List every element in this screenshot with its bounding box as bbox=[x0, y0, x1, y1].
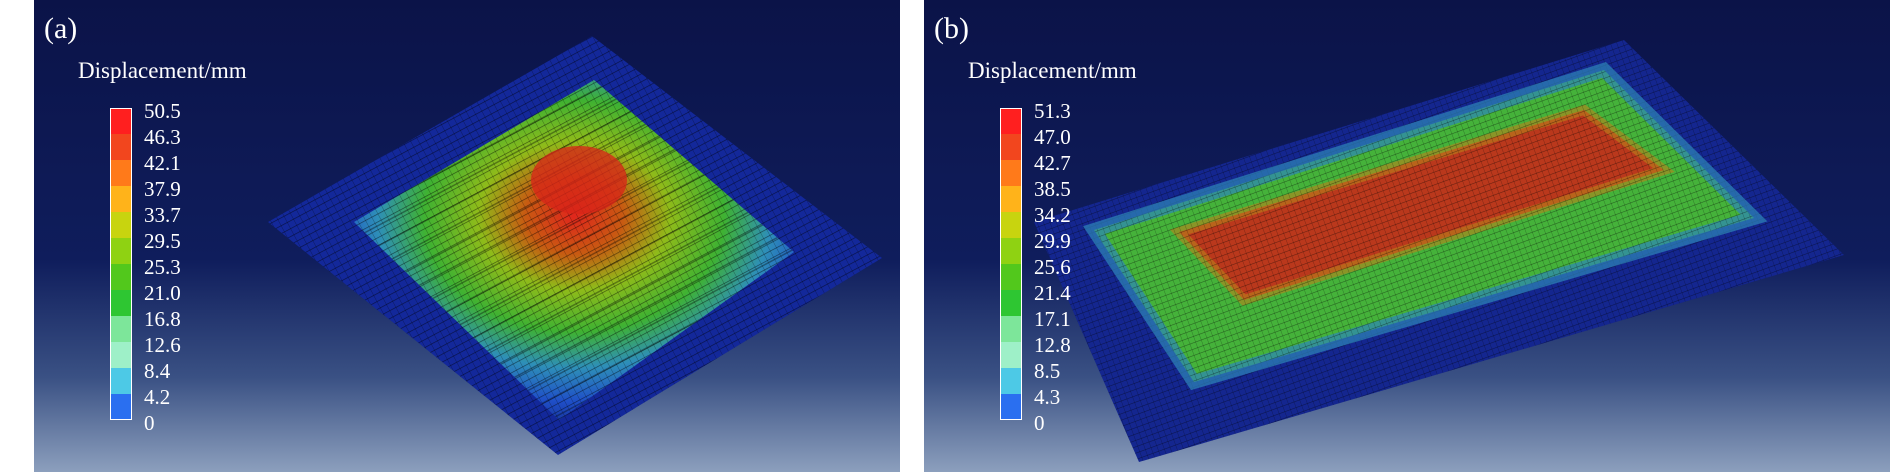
legend-swatch bbox=[1000, 160, 1022, 186]
panel-b: (b) Displacement/mm 51.3 47.0 42.7 38.5 … bbox=[924, 0, 1890, 472]
legend-title: Displacement/mm bbox=[968, 58, 1137, 83]
legend-tick: 38.5 bbox=[1034, 177, 1071, 201]
displacement-plot-b bbox=[1034, 40, 1844, 462]
legend-swatch bbox=[110, 238, 132, 264]
legend-swatch bbox=[110, 316, 132, 342]
legend-swatch bbox=[110, 342, 132, 368]
legend-tick: 0 bbox=[144, 411, 155, 435]
legend-swatch bbox=[110, 186, 132, 212]
legend-swatch bbox=[110, 134, 132, 160]
legend-tick: 34.2 bbox=[1034, 203, 1071, 227]
displacement-plot-a bbox=[268, 36, 882, 455]
legend-tick: 0 bbox=[1034, 411, 1045, 435]
legend-tick: 29.9 bbox=[1034, 229, 1071, 253]
legend-tick: 21.4 bbox=[1034, 281, 1071, 305]
legend-swatch bbox=[110, 108, 132, 134]
legend-tick: 46.3 bbox=[144, 125, 181, 149]
legend-swatch bbox=[110, 264, 132, 290]
legend-tick: 12.8 bbox=[1034, 333, 1071, 357]
legend-tick: 47.0 bbox=[1034, 125, 1071, 149]
legend-tick: 16.8 bbox=[144, 307, 181, 331]
legend-swatch bbox=[1000, 290, 1022, 316]
legend-swatch bbox=[1000, 342, 1022, 368]
legend-swatch bbox=[1000, 108, 1022, 134]
legend-tick: 25.6 bbox=[1034, 255, 1071, 279]
legend-tick: 51.3 bbox=[1034, 99, 1071, 123]
legend-tick: 29.5 bbox=[144, 229, 181, 253]
legend-swatch bbox=[1000, 264, 1022, 290]
legend-tick: 50.5 bbox=[144, 99, 181, 123]
legend-swatch bbox=[1000, 394, 1022, 420]
legend-title: Displacement/mm bbox=[78, 58, 247, 83]
legend-swatch bbox=[1000, 212, 1022, 238]
legend-tick: 8.5 bbox=[1034, 359, 1061, 383]
panel-a: (a) Displacement/mm 50.5 46.3 42.1 37.9 … bbox=[34, 0, 900, 472]
legend-tick: 12.6 bbox=[144, 333, 181, 357]
legend-swatch bbox=[110, 160, 132, 186]
legend-tick: 33.7 bbox=[144, 203, 181, 227]
legend-swatch bbox=[110, 290, 132, 316]
legend-swatch bbox=[110, 368, 132, 394]
legend-tick: 17.1 bbox=[1034, 307, 1071, 331]
legend-swatch bbox=[1000, 186, 1022, 212]
legend-tick: 4.3 bbox=[1034, 385, 1061, 409]
legend-swatch bbox=[1000, 368, 1022, 394]
legend-swatch bbox=[110, 212, 132, 238]
legend-swatch bbox=[1000, 316, 1022, 342]
legend-swatch bbox=[1000, 238, 1022, 264]
legend-swatch bbox=[110, 394, 132, 420]
legend-tick: 25.3 bbox=[144, 255, 181, 279]
legend-tick: 42.7 bbox=[1034, 151, 1071, 175]
panel-label: (a) bbox=[44, 12, 78, 45]
legend-tick: 8.4 bbox=[144, 359, 171, 383]
legend-tick: 4.2 bbox=[144, 385, 171, 409]
legend-tick: 37.9 bbox=[144, 177, 181, 201]
panel-label: (b) bbox=[934, 12, 969, 45]
peak-region-a bbox=[531, 146, 627, 214]
legend-tick: 21.0 bbox=[144, 281, 181, 305]
legend-tick: 42.1 bbox=[144, 151, 181, 175]
legend-swatch bbox=[1000, 134, 1022, 160]
